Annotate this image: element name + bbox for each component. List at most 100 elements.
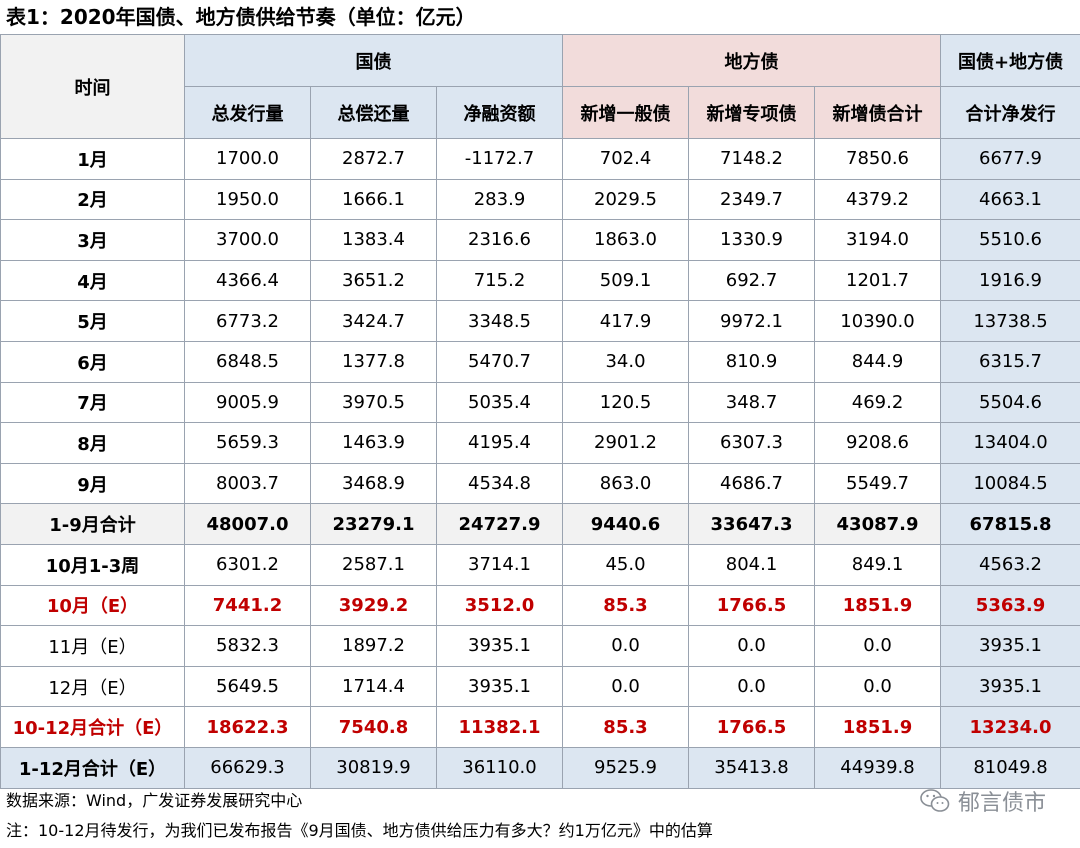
table-row: 1月 1700.0 2872.7 -1172.7 702.4 7148.2 7850.6 66… — [0, 138, 1080, 180]
table-cell: 1201.7 — [814, 259, 942, 302]
row-label: 11月（E） — [0, 625, 185, 667]
table-cell: 1863.0 — [562, 219, 690, 261]
table-row: 8月 5659.3 1463.9 4195.4 2901.2 6307.3 9208.6 13… — [0, 422, 1080, 464]
table-row: 2月 1950.0 1666.1 283.9 2029.5 2349.7 4379.2 466… — [0, 178, 1080, 221]
table-cell: 35413.8 — [688, 746, 816, 789]
table-row: 11月（E） 5832.3 1897.2 3935.1 0.0 0.0 0.0 3935.1 — [0, 625, 1080, 667]
table-row: 10-12月合计（E） 18622.3 7540.8 11382.1 85.3 1766.… — [0, 706, 1080, 748]
table-cell: 0.0 — [562, 625, 690, 667]
table-cell: 5363.9 — [940, 584, 1080, 627]
table-cell: 3424.7 — [310, 300, 437, 342]
table-cell: 1766.5 — [688, 706, 816, 748]
table-cell: 1851.9 — [814, 706, 942, 748]
table-row: 12月（E） 5649.5 1714.4 3935.1 0.0 0.0 0.0 3935.1 — [0, 665, 1080, 708]
table-cell: 3970.5 — [310, 381, 437, 424]
table-cell: 6773.2 — [184, 300, 311, 342]
table-cell: 469.2 — [814, 381, 942, 424]
table-cell: 417.9 — [562, 300, 690, 342]
table-cell: 5649.5 — [184, 665, 311, 708]
header-group-local: 地方债 — [562, 34, 942, 87]
table-cell: 1916.9 — [940, 259, 1080, 302]
table-cell: 1700.0 — [184, 138, 311, 180]
table-cell: 34.0 — [562, 340, 690, 383]
row-label: 5月 — [0, 300, 185, 342]
table-cell: 702.4 — [562, 138, 690, 180]
table-cell: 3348.5 — [435, 300, 564, 342]
table-cell: 9208.6 — [814, 422, 942, 464]
column-header: 净融资额 — [435, 86, 564, 139]
table-cell: 4563.2 — [940, 543, 1080, 586]
table-title: 表1：2020年国债、地方债供给节奏（单位：亿元） — [6, 5, 476, 29]
table-cell: 7148.2 — [688, 138, 816, 180]
table-cell: 3512.0 — [435, 584, 564, 627]
table-cell: 0.0 — [562, 665, 690, 708]
table-cell: 13404.0 — [940, 422, 1080, 464]
source-note: 数据来源：Wind，广发证券发展研究中心 — [6, 791, 303, 810]
table-cell: 7540.8 — [310, 706, 437, 748]
row-label: 4月 — [0, 259, 185, 302]
table-cell: 44939.8 — [814, 746, 942, 789]
table-cell: 67815.8 — [940, 503, 1080, 545]
table-cell: 9005.9 — [184, 381, 311, 424]
table-cell: 509.1 — [562, 259, 690, 302]
column-header: 合计净发行 — [940, 86, 1080, 139]
table-row: 6月 6848.5 1377.8 5470.7 34.0 810.9 844.9 6315.7 — [0, 340, 1080, 383]
table-cell: 1950.0 — [184, 178, 311, 221]
supply-table: 时间 国债 地方债 国债+地方债 总发行量 总偿还量 净融资额 新增一般债 新增… — [0, 34, 1080, 789]
table-row: 1-9月合计 48007.0 23279.1 24727.9 9440.6 33647.3… — [0, 503, 1080, 545]
table-cell: 283.9 — [435, 178, 564, 221]
table-cell: 2901.2 — [562, 422, 690, 464]
table-cell: 7850.6 — [814, 138, 942, 180]
table-cell: 3929.2 — [310, 584, 437, 627]
table-cell: 10084.5 — [940, 462, 1080, 505]
table-cell: 2029.5 — [562, 178, 690, 221]
table-cell: 5035.4 — [435, 381, 564, 424]
table-cell: 48007.0 — [184, 503, 311, 545]
row-label: 1月 — [0, 138, 185, 180]
table-cell: 0.0 — [688, 665, 816, 708]
row-label: 8月 — [0, 422, 185, 464]
header-group-total: 国债+地方债 — [940, 34, 1080, 87]
column-header: 总偿还量 — [310, 86, 437, 139]
table-cell: 5510.6 — [940, 219, 1080, 261]
table-cell: 1383.4 — [310, 219, 437, 261]
table-cell: 3651.2 — [310, 259, 437, 302]
column-header: 总发行量 — [184, 86, 311, 139]
table-cell: 804.1 — [688, 543, 816, 586]
table-cell: 3468.9 — [310, 462, 437, 505]
column-header: 新增专项债 — [688, 86, 816, 139]
table-cell: 3700.0 — [184, 219, 311, 261]
table-cell: 120.5 — [562, 381, 690, 424]
watermark-text: 郁言债市 — [957, 791, 1046, 816]
table-cell: 13738.5 — [940, 300, 1080, 342]
table-cell: 24727.9 — [435, 503, 564, 545]
table-cell: 10390.0 — [814, 300, 942, 342]
table-cell: 2872.7 — [310, 138, 437, 180]
table-row: 7月 9005.9 3970.5 5035.4 120.5 348.7 469.2 5504.… — [0, 381, 1080, 424]
table-cell: 2587.1 — [310, 543, 437, 586]
table-cell: 5504.6 — [940, 381, 1080, 424]
table-cell: 4379.2 — [814, 178, 942, 221]
row-label: 10月（E） — [0, 584, 185, 627]
table-cell: 3714.1 — [435, 543, 564, 586]
table-cell: 863.0 — [562, 462, 690, 505]
table-cell: 2349.7 — [688, 178, 816, 221]
table-cell: 715.2 — [435, 259, 564, 302]
table-cell: 81049.8 — [940, 746, 1080, 789]
table-cell: 0.0 — [814, 665, 942, 708]
header-group-gov: 国债 — [183, 34, 564, 87]
table-cell: 9440.6 — [562, 503, 690, 545]
header-time: 时间 — [0, 34, 185, 139]
table-cell: 1766.5 — [688, 584, 816, 627]
table-cell: 1897.2 — [310, 625, 437, 667]
row-label: 10-12月合计（E） — [0, 706, 185, 748]
table-cell: 7441.2 — [184, 584, 311, 627]
table-cell: 3935.1 — [940, 665, 1080, 708]
table-cell: 23279.1 — [310, 503, 437, 545]
table-cell: 18622.3 — [184, 706, 311, 748]
table-row: 4月 4366.4 3651.2 715.2 509.1 692.7 1201.7 1916.… — [0, 259, 1080, 302]
table-cell: 4534.8 — [435, 462, 564, 505]
row-label: 6月 — [0, 340, 185, 383]
table-cell: 6677.9 — [940, 138, 1080, 180]
row-label: 9月 — [0, 462, 185, 505]
